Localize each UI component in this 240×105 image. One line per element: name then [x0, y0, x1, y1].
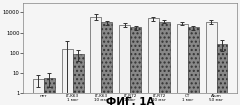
- Text: ФИГ. 1А: ФИГ. 1А: [106, 97, 154, 105]
- Bar: [119, 25, 130, 105]
- Bar: [62, 49, 72, 105]
- Bar: [188, 28, 199, 105]
- Bar: [216, 44, 228, 105]
- Bar: [206, 22, 216, 105]
- Bar: [159, 22, 170, 105]
- Bar: [33, 79, 44, 105]
- Bar: [72, 54, 84, 105]
- Bar: [177, 24, 188, 105]
- Bar: [44, 77, 55, 105]
- Bar: [90, 17, 101, 105]
- Bar: [130, 28, 141, 105]
- Bar: [148, 18, 159, 105]
- Bar: [101, 22, 112, 105]
